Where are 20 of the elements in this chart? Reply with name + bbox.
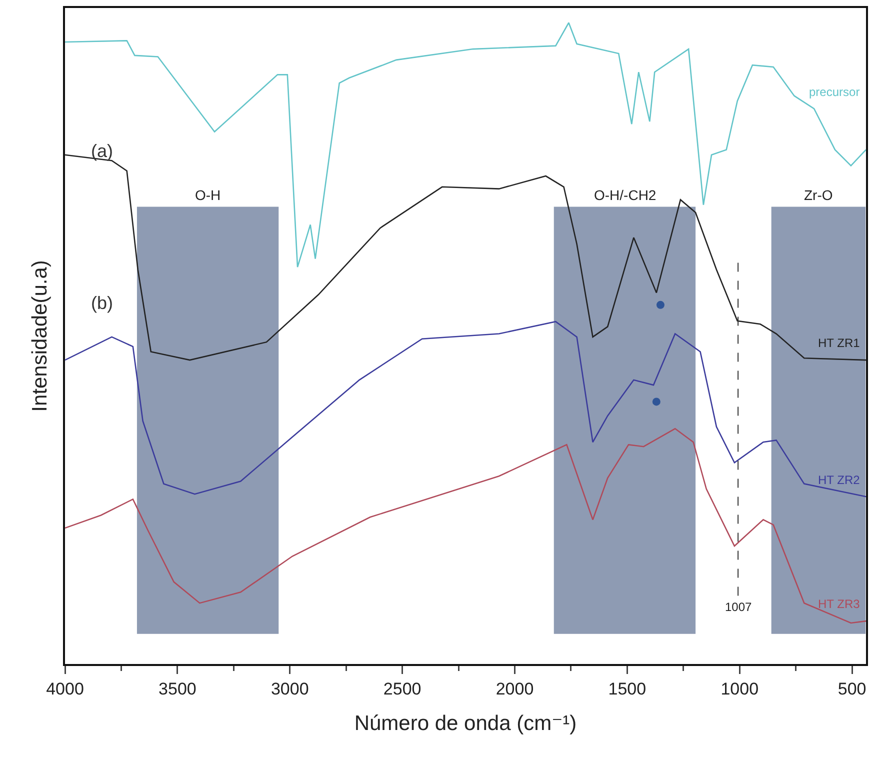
x-axis-title: Número de onda (cm⁻¹) [354,712,577,736]
x-tick-label: 500 [838,679,866,698]
x-tick-label: 2500 [383,679,422,698]
y-axis-title: Intensidade(u.a) [28,260,52,412]
annotation: (a) [91,141,113,161]
annotation: (b) [91,293,113,313]
series-label: HT ZR1 [818,336,860,350]
series-label: HT ZR2 [818,473,860,487]
x-tick-label: 1000 [720,679,759,698]
x-tick-label: 2000 [496,679,534,698]
ref-line-label: 1007 [725,600,752,614]
series-label: precursor [809,85,860,99]
x-tick-label: 1500 [608,679,646,698]
x-tick-label: 4000 [46,679,84,698]
x-tick-label: 3500 [158,679,196,698]
band-label: O-H [195,187,221,203]
band-label: Zr-O [804,187,833,203]
x-tick-label: 3000 [270,679,309,698]
band-label: O-H/-CH2 [594,187,656,203]
series-label: HT ZR3 [818,597,860,611]
